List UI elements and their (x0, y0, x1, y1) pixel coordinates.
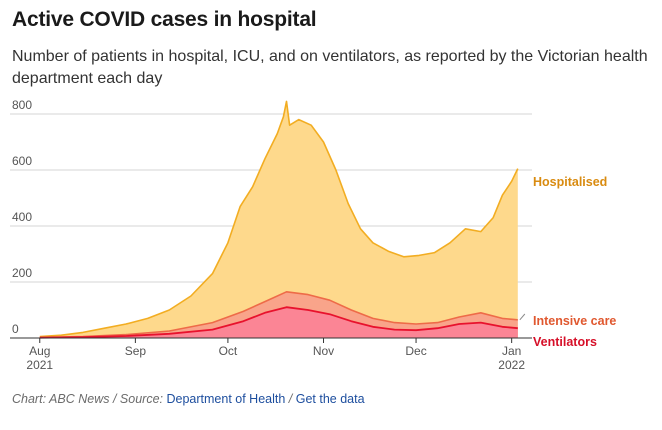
y-tick-label-0: 0 (12, 322, 19, 336)
source-link[interactable]: Department of Health (166, 392, 286, 406)
series-label-ventilators: Ventilators (533, 335, 597, 349)
icu-label-connector (519, 313, 526, 321)
x-tick-year-2021: 2021 (26, 358, 53, 372)
y-tick-label-200: 200 (12, 266, 32, 280)
area-hospitalised (39, 101, 518, 339)
line-ventilators (39, 306, 518, 339)
line-hospitalised (39, 100, 519, 338)
x-tick-label-aug: Aug (29, 344, 50, 358)
x-tick-label-oct: Oct (219, 344, 238, 358)
footer-source-prefix: Source: (119, 392, 164, 406)
x-tick-label-sep: Sep (125, 344, 147, 358)
x-tick-label-jan: Jan (502, 344, 521, 358)
x-tick-label-dec: Dec (405, 344, 426, 358)
series-label-intensive-care: Intensive care (533, 314, 616, 328)
series-label-hospitalised: Hospitalised (533, 175, 607, 189)
y-tick-label-800: 800 (12, 98, 32, 112)
y-tick-label-400: 400 (12, 210, 32, 224)
footer-credit: Chart: ABC News (12, 392, 110, 406)
y-tick-label-600: 600 (12, 154, 32, 168)
chart-footer: Chart: ABC News / Source: Department of … (12, 392, 365, 406)
chart-subtitle: Number of patients in hospital, ICU, and… (12, 48, 648, 87)
series-areas (39, 100, 519, 339)
line-intensive-care (39, 291, 518, 339)
chart-title: Active COVID cases in hospital (12, 8, 317, 31)
series-labels: Hospitalised Intensive care Ventilators (519, 175, 616, 349)
x-tick-year-2022: 2022 (498, 358, 525, 372)
x-tick-label-nov: Nov (313, 344, 334, 358)
get-data-link[interactable]: Get the data (295, 392, 365, 406)
